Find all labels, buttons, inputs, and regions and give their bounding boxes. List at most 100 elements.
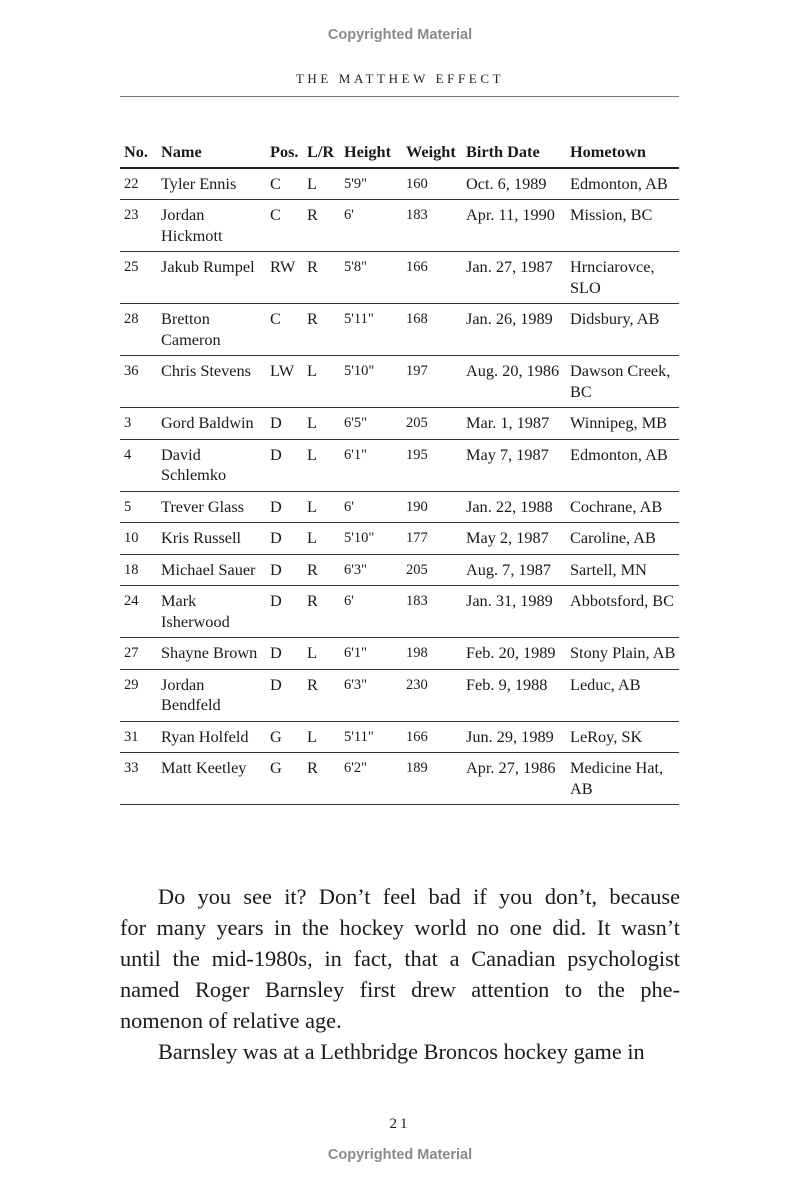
table-cell: Kris Russell (157, 522, 266, 555)
table-cell: L (303, 522, 340, 555)
text-line: until the mid-1980s, in fact, that a Can… (120, 946, 680, 971)
table-cell: Oct. 6, 1989 (462, 167, 566, 200)
table-cell: Chris Stevens (157, 355, 266, 408)
table-cell: L (303, 491, 340, 523)
table-cell: 36 (120, 355, 157, 408)
table-cell: D (266, 522, 303, 555)
column-header: Height (340, 138, 402, 169)
table-cell: 33 (120, 752, 157, 805)
table-cell: 198 (402, 637, 462, 670)
table-cell: 168 (402, 303, 462, 356)
table-cell: L (303, 355, 340, 408)
table-cell: D (266, 637, 303, 670)
table-cell: Tyler Ennis (157, 167, 266, 200)
table-cell: L (303, 439, 340, 492)
table-cell: L (303, 721, 340, 753)
table-cell: Shayne Brown (157, 637, 266, 670)
table-cell: 197 (402, 355, 462, 408)
table-cell: 166 (402, 721, 462, 753)
table-cell: 5'9" (340, 167, 402, 200)
table-cell: Jan. 27, 1987 (462, 251, 566, 304)
table-cell: 190 (402, 491, 462, 523)
table-cell: C (266, 167, 303, 200)
table-cell: LW (266, 355, 303, 408)
text-line: Do you see it? Don’t feel bad if you don… (158, 884, 680, 909)
table-cell: Apr. 11, 1990 (462, 199, 566, 252)
table-row: 10 Kris Russell D L 5'10" 177 May 2, 1987 Carol… (120, 522, 679, 555)
table-cell: 10 (120, 522, 157, 555)
table-cell: Abbotsford, BC (566, 585, 679, 638)
table-cell: 6'1" (340, 637, 402, 670)
table-cell: 23 (120, 199, 157, 252)
table-row: 24 Mark Isherwood D R 6' 183 Jan. 31, 1989 Abbo… (120, 585, 679, 638)
table-cell: 6' (340, 585, 402, 638)
table-cell: May 2, 1987 (462, 522, 566, 555)
table-cell: Aug. 7, 1987 (462, 554, 566, 586)
text-line: named Roger Barnsley first drew attentio… (120, 977, 680, 1002)
table-cell: R (303, 752, 340, 805)
table-row: 28 Bretton Cameron C R 5'11" 168 Jan. 26, 1989… (120, 303, 679, 356)
table-cell: 205 (402, 407, 462, 440)
table-cell: Cochrane, AB (566, 491, 679, 523)
table-cell: D (266, 554, 303, 586)
table-cell: 183 (402, 585, 462, 638)
table-cell: 4 (120, 439, 157, 492)
body-text: Do you see it? Don’t feel bad if you don… (120, 881, 680, 1067)
table-cell: May 7, 1987 (462, 439, 566, 492)
table-cell: Jan. 22, 1988 (462, 491, 566, 523)
text-line: Barnsley was at a Lethbridge Broncos hoc… (158, 1039, 645, 1064)
table-cell: 160 (402, 167, 462, 200)
table-cell: 6'1" (340, 439, 402, 492)
table-cell: R (303, 585, 340, 638)
table-cell: Feb. 9, 1988 (462, 669, 566, 722)
column-header: Name (157, 138, 266, 169)
table-cell: 29 (120, 669, 157, 722)
table-cell: 166 (402, 251, 462, 304)
table-cell: RW (266, 251, 303, 304)
table-cell: L (303, 167, 340, 200)
table-cell: 22 (120, 167, 157, 200)
page-number: 21 (389, 1116, 411, 1132)
table-cell: Gord Baldwin (157, 407, 266, 440)
table-row: 22 Tyler Ennis C L 5'9" 160 Oct. 6, 1989 Edmont… (120, 167, 679, 200)
table-cell: G (266, 721, 303, 753)
table-cell: R (303, 199, 340, 252)
copyright-watermark-top: Copyrighted Material (327, 27, 473, 43)
table-cell: D (266, 407, 303, 440)
table-cell: 25 (120, 251, 157, 304)
column-header: L/R (303, 138, 340, 169)
table-cell: Edmonton, AB (566, 439, 679, 492)
table-row: 33 Matt Keetley G R 6'2" 189 Apr. 27, 1986 Medi… (120, 752, 679, 805)
table-cell: Winnipeg, MB (566, 407, 679, 440)
table-cell: Trever Glass (157, 491, 266, 523)
table-row: 29 Jordan Bendfeld D R 6'3" 230 Feb. 9, 1988 Le… (120, 669, 679, 722)
running-head: THE MATTHEW EFFECT (295, 71, 505, 86)
table-row: 4 David Schlemko D L 6'1" 195 May 7, 1987 Edmon… (120, 439, 679, 492)
copyright-watermark-bottom: Copyrighted Material (327, 1147, 473, 1163)
table-cell: 6' (340, 491, 402, 523)
table-cell: Mark Isherwood (157, 585, 266, 638)
column-header: Pos. (266, 138, 303, 169)
table-cell: Jun. 29, 1989 (462, 721, 566, 753)
table-cell: Bretton Cameron (157, 303, 266, 356)
table-cell: 189 (402, 752, 462, 805)
table-row: 18 Michael Sauer D R 6'3" 205 Aug. 7, 1987 Sart… (120, 554, 679, 586)
table-row: 27 Shayne Brown D L 6'1" 198 Feb. 20, 1989 Ston… (120, 637, 679, 670)
table-cell: 5'10" (340, 522, 402, 555)
table-cell: L (303, 637, 340, 670)
table-cell: C (266, 303, 303, 356)
table-row: 36 Chris Stevens LW L 5'10" 197 Aug. 20, 1986 D… (120, 355, 679, 408)
table-cell: Edmonton, AB (566, 167, 679, 200)
table-cell: 183 (402, 199, 462, 252)
table-cell: 177 (402, 522, 462, 555)
table-row: 25 Jakub Rumpel RW R 5'8" 166 Jan. 27, 1987 Hrn… (120, 251, 679, 304)
table-cell: Aug. 20, 1986 (462, 355, 566, 408)
column-header: Weight (402, 138, 462, 169)
table-cell: 5'11" (340, 721, 402, 753)
table-cell: Medicine Hat, AB (566, 752, 679, 805)
table-cell: 195 (402, 439, 462, 492)
table-cell: R (303, 251, 340, 304)
table-cell: R (303, 669, 340, 722)
table-cell: 6'3" (340, 669, 402, 722)
table-cell: C (266, 199, 303, 252)
